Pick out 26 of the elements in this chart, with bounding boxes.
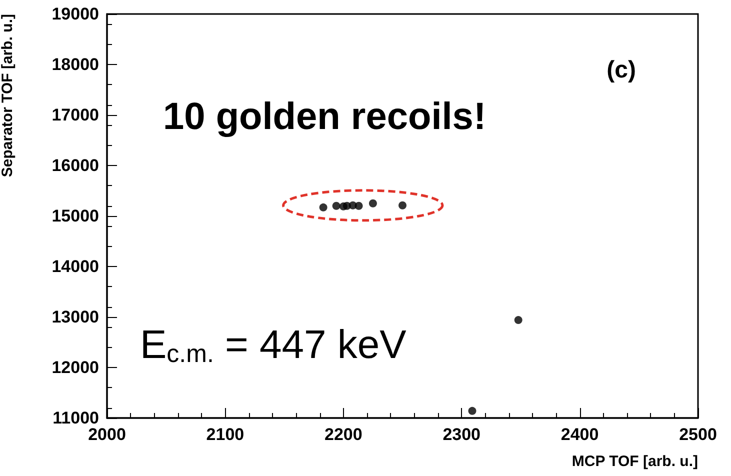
point (514, 316, 522, 324)
y-tick-label: 11000 (52, 408, 99, 428)
point (332, 202, 340, 210)
annotation: (c) (606, 56, 636, 84)
y-tick-label: 12000 (52, 358, 99, 377)
x-axis-title: MCP TOF [arb. u.] (572, 453, 698, 470)
y-axis-title: Separator TOF [arb. u.] (0, 14, 16, 178)
point (368, 199, 377, 208)
x-tick-label: 2300 (442, 425, 481, 444)
x-tick-label: 2100 (206, 425, 244, 444)
y-tick-label: 15000 (52, 206, 99, 226)
point (398, 201, 406, 210)
annotation: 10 golden recoils! (163, 96, 486, 138)
x-tick-label: 2500 (679, 425, 717, 444)
x-tick-label: 2400 (560, 425, 599, 444)
point (319, 203, 328, 212)
point (354, 202, 363, 210)
x-tick-label: 2000 (88, 425, 126, 444)
x-tick-label: 2200 (324, 425, 362, 444)
y-tick-label: 13000 (52, 308, 99, 326)
y-tick-label: 17000 (52, 106, 99, 124)
y-tick-label: 18000 (52, 55, 99, 74)
y-tick-label: 16000 (52, 156, 99, 175)
y-tick-label: 19000 (52, 4, 99, 24)
y-tick-label: 14000 (52, 257, 99, 276)
point (468, 406, 476, 415)
